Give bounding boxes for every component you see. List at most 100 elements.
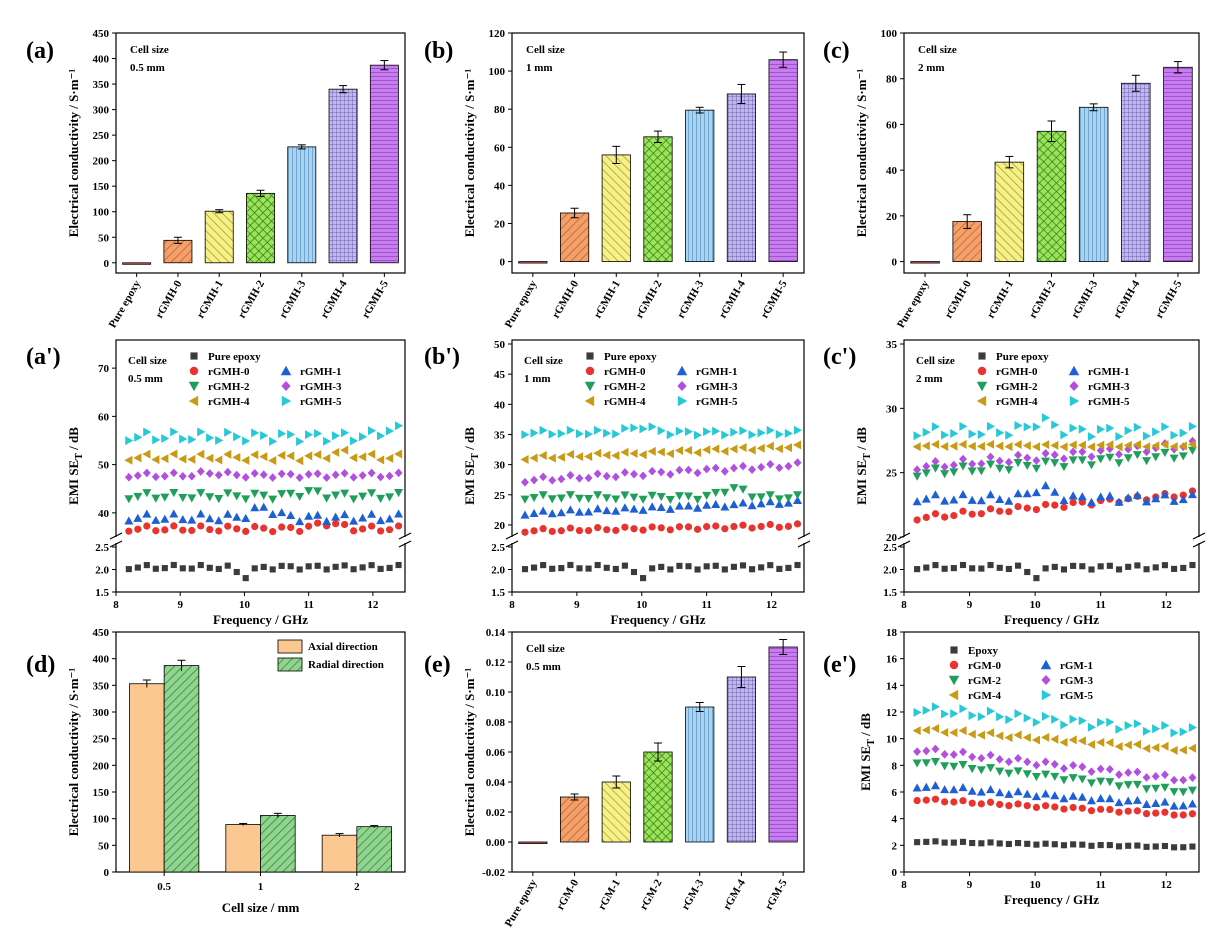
y-tick-label: 40: [886, 165, 898, 177]
data-point: [331, 470, 340, 480]
data-point: [1059, 442, 1068, 452]
data-point: [977, 712, 986, 722]
data-point: [1060, 503, 1068, 511]
data-point: [1096, 737, 1105, 747]
data-point: [941, 565, 948, 572]
data-point: [142, 489, 152, 498]
x-tick-label: Pure epoxy: [503, 877, 540, 929]
data-point: [340, 445, 349, 455]
data-point: [987, 561, 994, 569]
data-point: [539, 472, 548, 482]
data-point: [1178, 788, 1188, 797]
legend-swatch: [277, 657, 303, 672]
data-point: [967, 467, 977, 476]
data-point: [996, 564, 1003, 571]
data-point: [250, 503, 260, 512]
data-point: [1125, 563, 1132, 570]
legend-marker: [677, 395, 688, 407]
data-point: [1105, 440, 1114, 450]
x-tick-label: rGMH-2: [633, 278, 664, 320]
data-point: [640, 575, 647, 582]
legend-label: rGMH-2: [996, 381, 1038, 393]
data-point: [1160, 490, 1170, 499]
data-point: [1004, 442, 1013, 452]
data-point: [922, 746, 931, 756]
data-point: [620, 491, 630, 500]
data-point: [977, 459, 986, 469]
y-tick-label: 25: [494, 490, 506, 502]
data-point: [547, 453, 556, 463]
data-point: [784, 461, 793, 471]
data-point: [693, 468, 702, 478]
data-point: [1059, 496, 1069, 505]
data-point: [1086, 779, 1096, 788]
data-point: [206, 433, 215, 443]
x-tick-label: 11: [1095, 879, 1105, 891]
data-point: [124, 472, 133, 482]
bar-rgmh-1: [994, 161, 1025, 262]
data-point: [1069, 498, 1077, 507]
data-point: [233, 525, 241, 533]
data-point: [1050, 791, 1060, 800]
data-point: [967, 764, 977, 774]
data-point: [350, 566, 357, 573]
data-point: [930, 439, 940, 449]
data-point: [179, 434, 188, 444]
series-rgmh-3: [521, 458, 802, 487]
data-point: [241, 473, 250, 482]
data-point: [1059, 454, 1068, 464]
data-point: [584, 495, 594, 504]
data-point: [1050, 450, 1059, 460]
data-point: [385, 453, 394, 463]
data-point: [350, 436, 359, 446]
data-point: [1041, 449, 1050, 458]
data-point: [1031, 773, 1041, 782]
data-point: [169, 468, 178, 478]
data-point: [913, 747, 922, 757]
legend-marker: [188, 395, 199, 407]
data-point: [358, 492, 368, 501]
data-point: [629, 504, 639, 513]
data-point: [205, 493, 215, 502]
legend-marker: [586, 352, 594, 360]
data-point: [349, 495, 359, 504]
bar-rgm-1: [601, 781, 631, 843]
series-rgmh-1: [124, 502, 404, 526]
data-point: [1161, 562, 1168, 569]
panel-label: (a'): [26, 344, 61, 370]
axis-break-mark: [797, 532, 811, 540]
data-point: [1023, 757, 1032, 767]
data-point: [913, 516, 921, 524]
panel-label: (b): [424, 38, 453, 64]
data-point: [575, 526, 584, 535]
data-point: [304, 511, 314, 520]
bar-radial-2: [356, 826, 392, 873]
y-tick-label: 400: [93, 654, 110, 666]
legend-label: rGMH-0: [996, 366, 1038, 378]
data-point: [1169, 442, 1178, 452]
data-point: [1160, 797, 1170, 806]
series-rgm-2: [912, 758, 1197, 797]
data-point: [931, 457, 940, 466]
data-point: [1133, 767, 1142, 777]
data-point: [594, 523, 602, 532]
data-point: [611, 451, 620, 461]
data-point: [1142, 726, 1152, 736]
data-point: [1161, 721, 1170, 731]
cell-size-value: 0.5 mm: [128, 373, 163, 385]
x-tick-label: 9: [967, 599, 973, 611]
data-point: [784, 428, 793, 438]
data-point: [684, 523, 693, 531]
legend-label: rGMH-4: [604, 396, 646, 408]
data-point: [313, 469, 322, 478]
data-point: [557, 474, 566, 484]
data-point: [593, 491, 603, 500]
data-point: [133, 492, 143, 501]
data-point: [941, 839, 948, 846]
data-point: [940, 462, 949, 472]
data-point: [667, 566, 674, 573]
data-point: [1004, 769, 1014, 778]
data-point: [1078, 424, 1087, 434]
y-tick-label: 2: [892, 840, 898, 852]
x-tick-label: 10: [239, 599, 251, 611]
